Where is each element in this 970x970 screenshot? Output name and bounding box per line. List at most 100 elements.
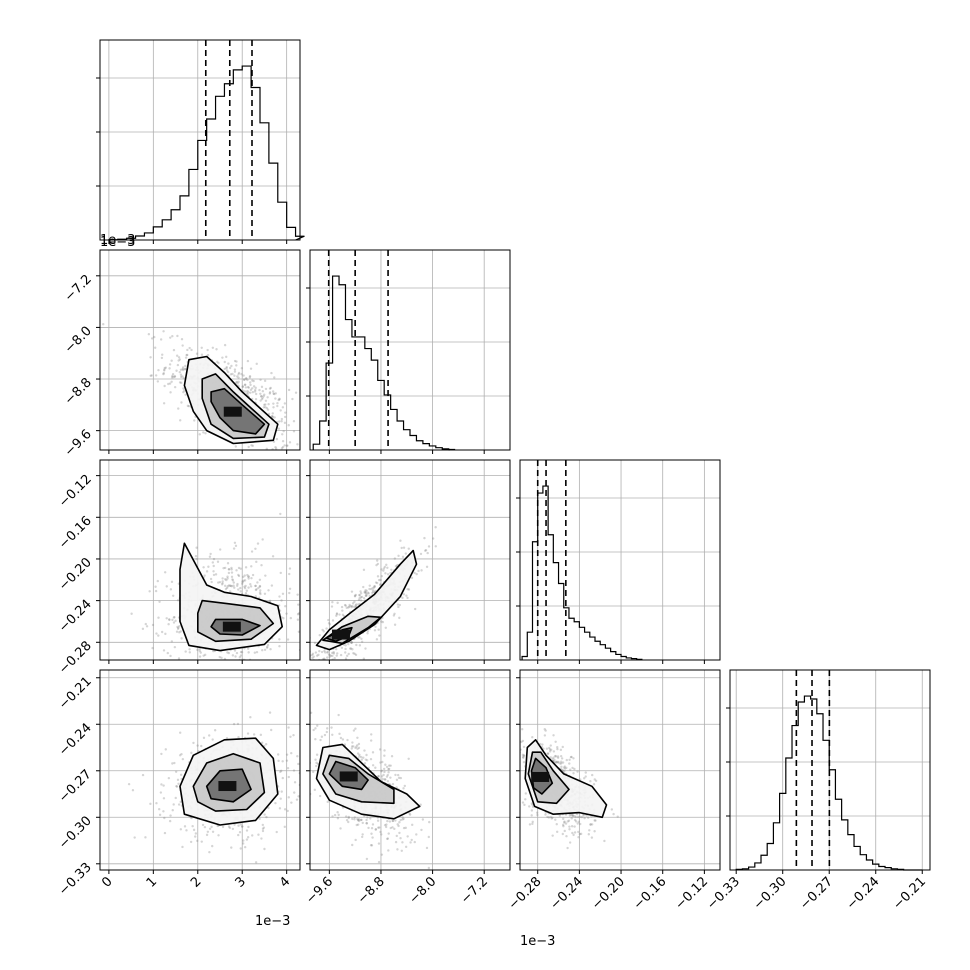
scatter-point [364, 590, 367, 594]
scatter-point [287, 726, 290, 729]
scatter-point [353, 652, 356, 656]
scatter-point [261, 823, 265, 827]
scatter-point [550, 748, 553, 752]
scatter-point [594, 819, 597, 822]
scatter-point [159, 338, 163, 341]
scatter-point [249, 583, 252, 586]
scatter-point [326, 650, 330, 653]
scatter-point [184, 367, 187, 371]
scatter-point [246, 359, 250, 363]
scatter-point [380, 620, 383, 623]
scatter-point [546, 815, 549, 819]
scatter-point [278, 807, 282, 810]
scatter-point [289, 762, 291, 764]
scatter-point [346, 738, 349, 742]
scatter-point [330, 605, 334, 608]
scatter-point [296, 593, 299, 596]
contour-1 [322, 615, 382, 645]
scatter-point [229, 665, 231, 667]
x-tick-label: 3 [233, 874, 249, 890]
scatter-point [211, 738, 214, 741]
scatter-point [288, 587, 292, 590]
scatter-point [266, 643, 270, 647]
scatter-point [260, 394, 263, 398]
scatter-point [255, 650, 259, 654]
scatter-point [354, 605, 358, 608]
scatter-point [409, 841, 412, 844]
scatter-point [236, 682, 238, 684]
scatter-point [331, 815, 334, 818]
x-tick-label: 4 [277, 874, 293, 890]
scatter-point [549, 744, 552, 747]
scatter-point [576, 770, 579, 773]
scatter-point [285, 753, 289, 756]
scatter-point [384, 778, 387, 781]
scatter-point [568, 768, 572, 771]
scatter-point [252, 692, 254, 694]
scatter-point [279, 770, 282, 774]
scatter-point [188, 346, 191, 350]
scatter-point [359, 592, 363, 595]
scatter-point [177, 359, 180, 362]
scatter-point [517, 749, 519, 751]
scatter-point [370, 827, 374, 830]
scatter-point [556, 755, 560, 758]
scatter-point [402, 787, 405, 790]
scatter-point [568, 841, 572, 844]
scatter-point [319, 666, 321, 668]
scatter-point [389, 764, 392, 767]
scatter-point [268, 711, 272, 714]
scatter-point [301, 729, 303, 731]
scatter-point [233, 359, 237, 363]
scatter-point [273, 416, 276, 419]
scatter-point [264, 406, 267, 409]
scatter-point [172, 375, 175, 379]
scatter-point [235, 364, 238, 367]
density-layer [310, 526, 437, 669]
scatter-point [358, 819, 361, 823]
scatter-point [297, 612, 300, 615]
scatter-point [239, 590, 242, 593]
scatter-point [144, 836, 147, 839]
scatter-point [296, 747, 298, 749]
scatter-point [196, 744, 199, 747]
scatter-point [312, 728, 315, 732]
scatter-point [374, 766, 377, 769]
scatter-point [356, 744, 359, 747]
scatter-point [297, 630, 300, 633]
scatter-point [410, 838, 413, 842]
scatter-point [353, 816, 356, 819]
scatter-point [364, 758, 368, 761]
scatter-point [316, 663, 318, 665]
scatter-point [260, 837, 263, 840]
x-tick-label: −9.6 [303, 874, 336, 907]
scatter-point [370, 832, 373, 835]
scatter-point [561, 768, 564, 772]
panel-frame [729, 669, 931, 871]
x-tick-label: −8.8 [355, 874, 388, 907]
scatter-point [350, 641, 353, 644]
scatter-point [554, 755, 558, 758]
scatter-point [212, 573, 216, 577]
scatter-point [288, 591, 291, 595]
scatter-point [264, 387, 268, 391]
scatter-point [573, 825, 576, 828]
scatter-point [254, 388, 257, 392]
scatter-point [284, 605, 287, 608]
contour-2 [530, 757, 554, 795]
scatter-point [568, 825, 571, 828]
scatter-point [234, 381, 238, 384]
scatter-point [255, 560, 258, 564]
scatter-point [332, 667, 334, 669]
scatter-point [401, 555, 405, 559]
scatter-point [261, 667, 263, 669]
scatter-point [528, 823, 532, 826]
scatter-point [212, 570, 215, 573]
scatter-point [400, 849, 403, 852]
scatter-point [603, 839, 606, 843]
scatter-point [261, 453, 263, 455]
scatter-point [385, 775, 389, 778]
scatter-point [565, 766, 568, 770]
scatter-point [248, 381, 252, 384]
